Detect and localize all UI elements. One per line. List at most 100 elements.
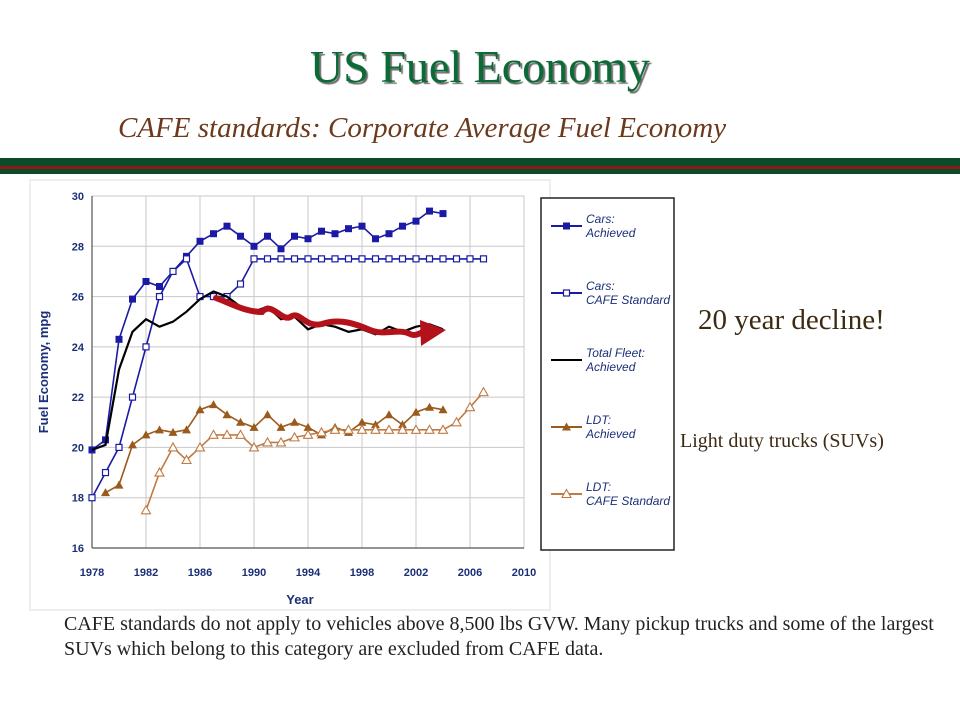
data-point bbox=[248, 441, 260, 452]
data-point bbox=[236, 280, 245, 288]
y-tick-label: 16 bbox=[72, 543, 84, 555]
data-point bbox=[88, 494, 96, 502]
data-point bbox=[210, 230, 217, 238]
data-point bbox=[357, 417, 367, 426]
legend-label-line1: Cars: bbox=[586, 212, 615, 226]
data-point bbox=[411, 407, 421, 416]
slide-subtitle: CAFE standards: Corporate Average Fuel E… bbox=[118, 112, 727, 144]
data-point bbox=[317, 255, 326, 263]
y-tick-label: 18 bbox=[72, 493, 84, 505]
x-tick-label: 1986 bbox=[188, 567, 212, 579]
data-point bbox=[235, 429, 246, 439]
data-point bbox=[115, 443, 123, 452]
data-point bbox=[128, 440, 137, 449]
data-point bbox=[237, 232, 244, 240]
data-point bbox=[438, 405, 448, 414]
legend-label: Total Fleet: Achieved bbox=[585, 346, 645, 374]
data-point bbox=[316, 426, 327, 437]
data-point bbox=[115, 335, 123, 343]
data-point bbox=[194, 441, 206, 452]
x-tick-label: 1990 bbox=[242, 567, 266, 579]
data-point bbox=[562, 289, 571, 297]
data-point bbox=[196, 237, 204, 245]
data-point bbox=[479, 255, 488, 263]
decline-callout: 20 year decline! bbox=[698, 304, 885, 336]
data-point bbox=[291, 232, 298, 240]
data-point bbox=[195, 405, 205, 414]
data-point bbox=[383, 424, 395, 434]
data-point bbox=[223, 222, 231, 230]
legend-label: LDT: CAFE Standard bbox=[586, 480, 670, 508]
data-point bbox=[155, 292, 164, 301]
legend-label-line1: Total Fleet: bbox=[586, 346, 645, 360]
data-point bbox=[331, 230, 339, 238]
data-point bbox=[169, 267, 177, 276]
chart-frame bbox=[29, 179, 551, 611]
data-point bbox=[182, 255, 191, 263]
data-point bbox=[331, 255, 339, 263]
data-point bbox=[304, 235, 312, 243]
decline-arrow-shaft bbox=[213, 295, 433, 338]
data-point bbox=[424, 424, 435, 434]
data-point bbox=[129, 295, 136, 303]
data-point bbox=[249, 422, 259, 431]
data-point bbox=[385, 230, 393, 238]
y-tick-label: 22 bbox=[72, 392, 84, 404]
x-tick-label: 1998 bbox=[350, 567, 374, 579]
data-point bbox=[88, 446, 96, 454]
x-tick-label: 2010 bbox=[512, 567, 536, 579]
data-point bbox=[263, 410, 272, 419]
x-tick-label: 1994 bbox=[296, 567, 321, 579]
data-point bbox=[101, 468, 110, 477]
data-point bbox=[345, 225, 352, 233]
data-point bbox=[412, 217, 420, 225]
data-point bbox=[358, 255, 366, 263]
cafe-footnote: CAFE standards do not apply to vehicles … bbox=[64, 613, 934, 660]
legend-label-line2: Achieved bbox=[585, 226, 636, 240]
data-point bbox=[478, 386, 489, 397]
legend-label-line2: CAFE Standard bbox=[586, 494, 670, 508]
data-point bbox=[371, 255, 380, 263]
data-point bbox=[397, 424, 408, 434]
y-axis-title: Fuel Economy, mpg bbox=[36, 311, 51, 434]
stripe-red bbox=[0, 166, 960, 169]
decline-arrow-head bbox=[420, 320, 446, 346]
legend-box bbox=[540, 197, 675, 551]
data-point bbox=[156, 283, 163, 291]
data-point bbox=[250, 255, 258, 263]
legend-label: Cars: Achieved bbox=[585, 212, 636, 240]
data-point bbox=[114, 480, 124, 489]
x-tick-label: 2002 bbox=[404, 567, 428, 579]
y-tick-label: 30 bbox=[72, 191, 84, 203]
legend-label-line2: Achieved bbox=[585, 360, 636, 374]
data-point bbox=[141, 430, 151, 439]
stripe-green bbox=[0, 158, 960, 166]
series-group bbox=[140, 386, 489, 515]
data-point bbox=[142, 277, 150, 285]
data-point bbox=[426, 207, 433, 215]
data-point bbox=[277, 255, 285, 263]
x-axis-title: Year bbox=[286, 592, 313, 607]
light-trucks-callout: Light duty trucks (SUVs) bbox=[680, 430, 884, 452]
data-point bbox=[451, 416, 462, 427]
data-point bbox=[101, 488, 110, 497]
x-tick-label: 2006 bbox=[458, 567, 482, 579]
data-point bbox=[208, 429, 219, 439]
data-point bbox=[221, 429, 233, 439]
data-point bbox=[385, 255, 393, 263]
data-point bbox=[303, 422, 313, 431]
data-point bbox=[236, 417, 245, 426]
data-point bbox=[154, 466, 165, 477]
data-point bbox=[302, 429, 314, 439]
data-point bbox=[562, 422, 571, 431]
y-tick-label: 28 bbox=[72, 241, 84, 253]
data-point bbox=[276, 422, 286, 431]
slide-title: US Fuel Economy bbox=[310, 41, 650, 92]
data-point bbox=[384, 410, 394, 419]
data-point bbox=[439, 210, 447, 218]
data-point bbox=[209, 400, 218, 409]
y-tick-label: 24 bbox=[72, 342, 85, 354]
legend-label-line1: LDT: bbox=[586, 413, 611, 427]
